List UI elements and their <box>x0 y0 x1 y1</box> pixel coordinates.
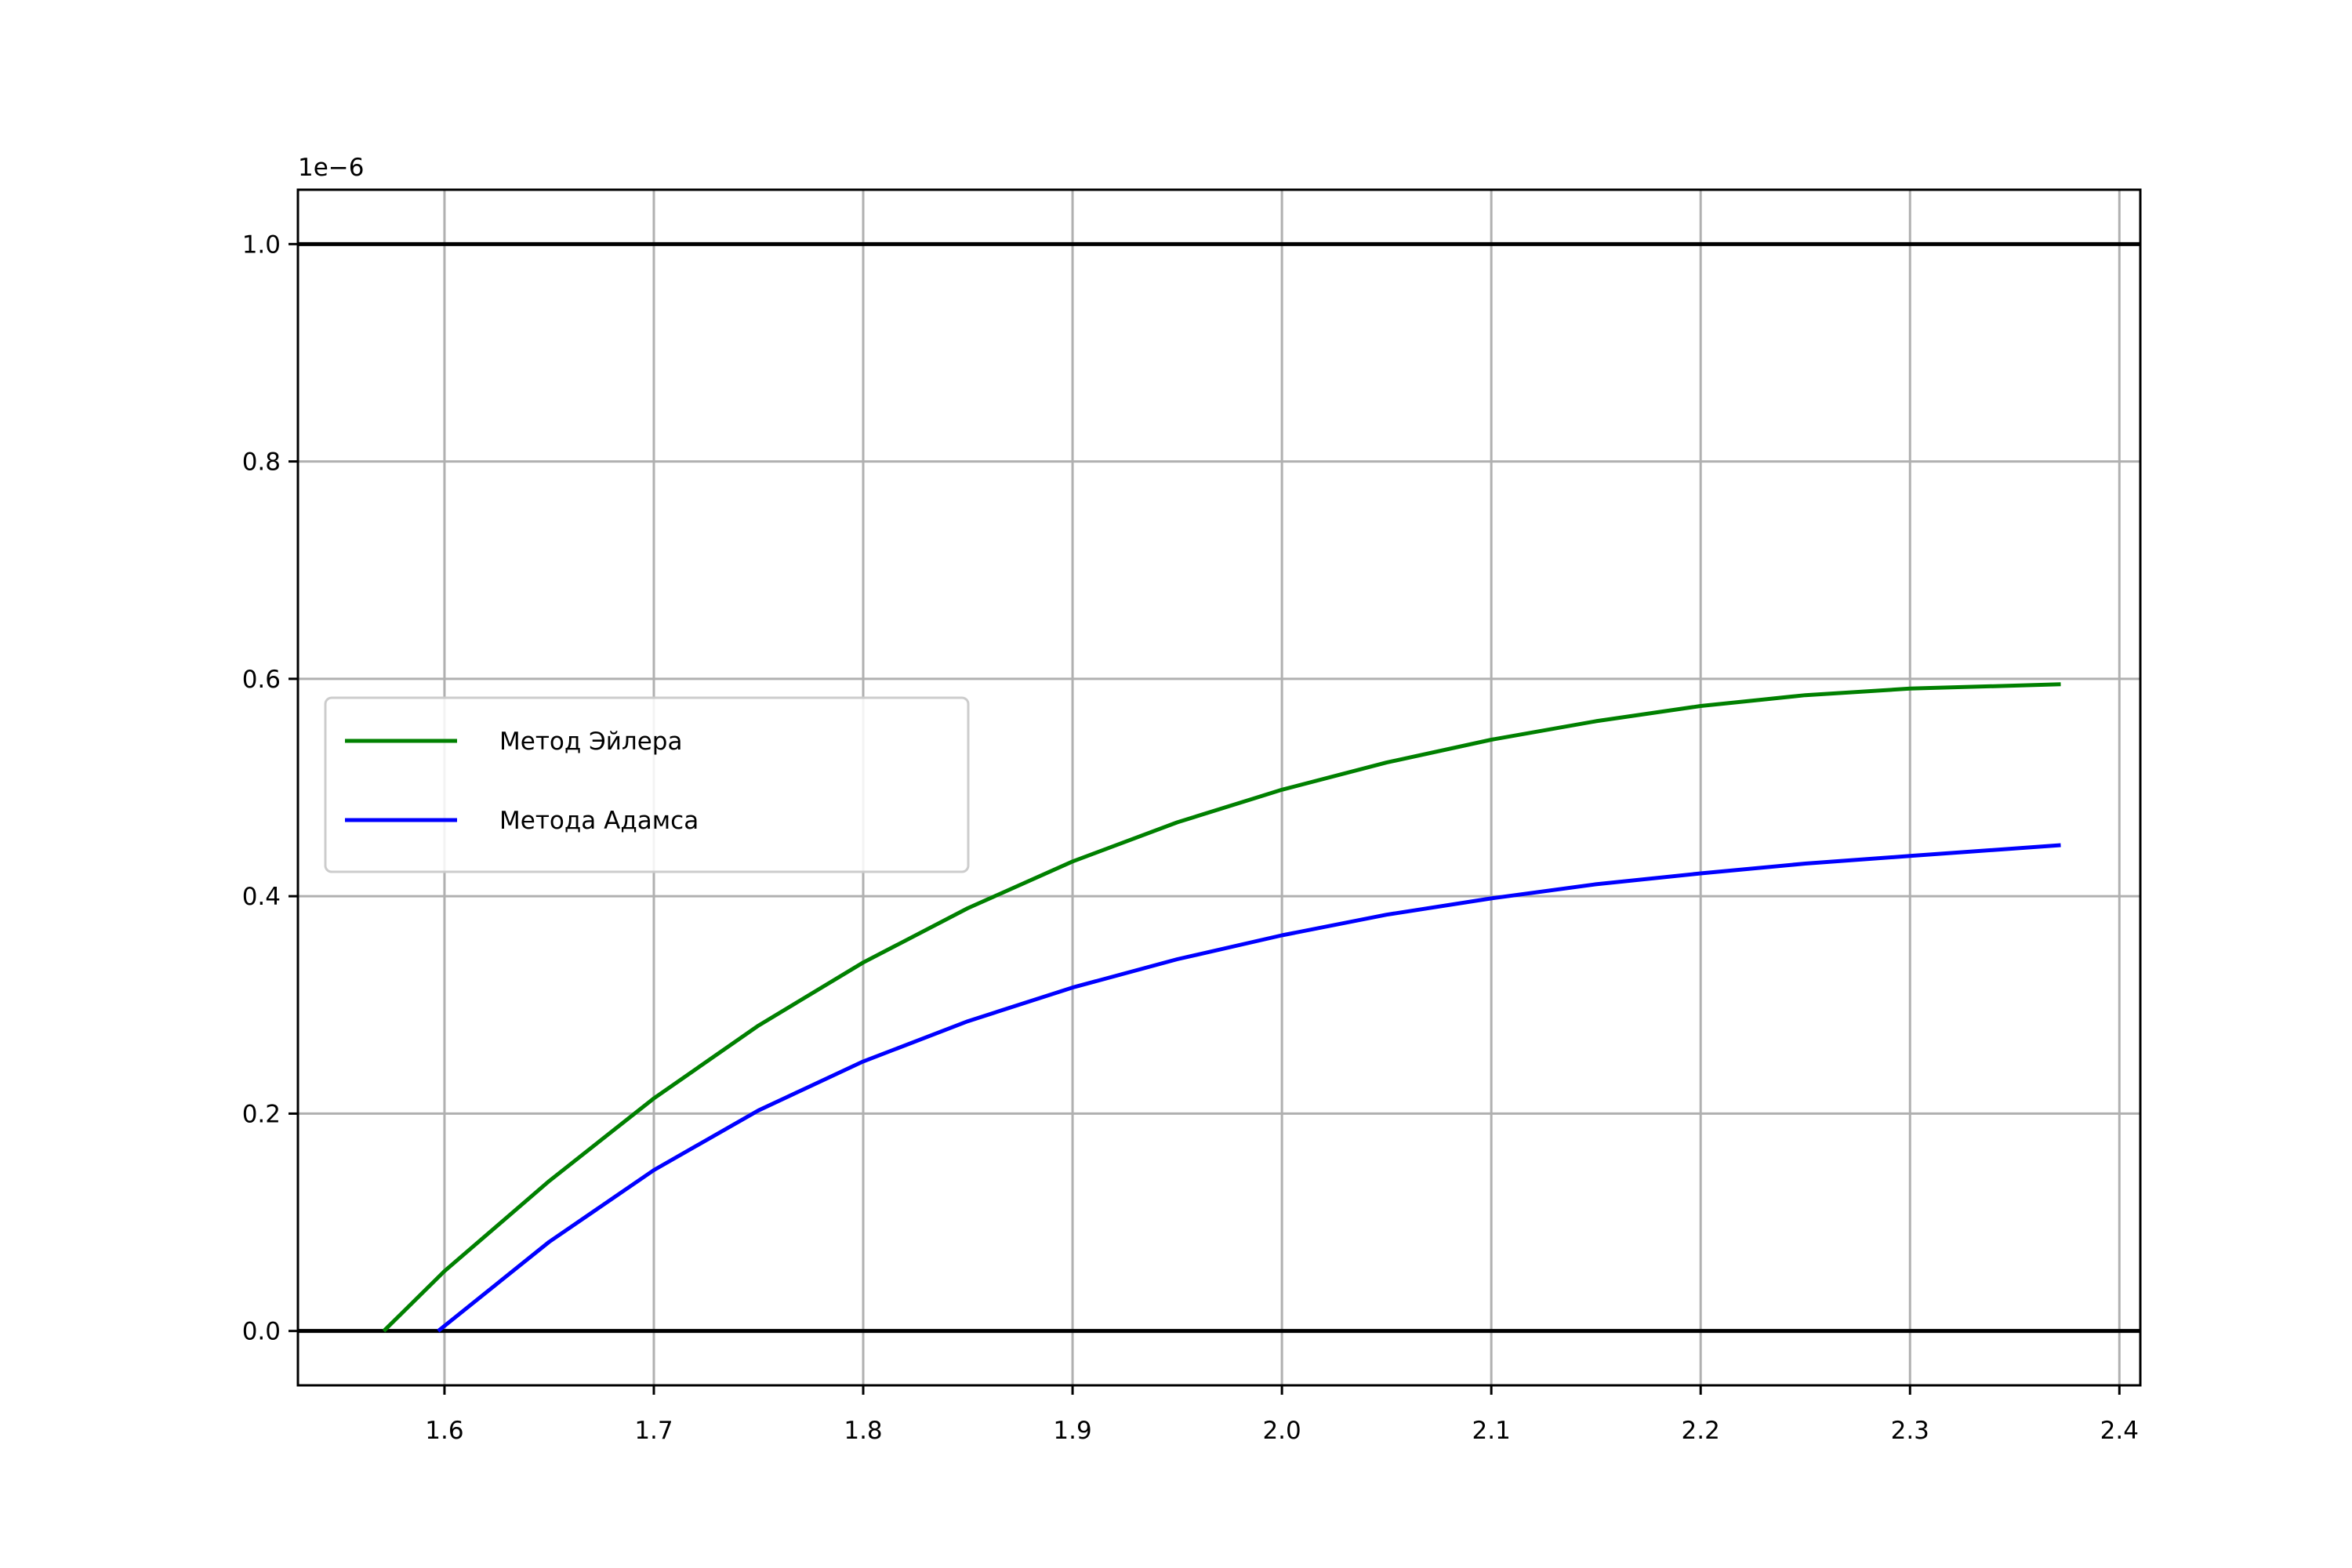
x-axis: 1.6 1.7 1.8 1.9 2.0 2.1 2.2 2.3 2.4 <box>425 1385 2139 1445</box>
y-axis-offset-label: 1e−6 <box>298 154 365 182</box>
legend-label: Метода Адамса <box>499 807 699 835</box>
legend-label: Метод Эйлера <box>499 728 682 756</box>
reference-lines <box>298 241 2140 1334</box>
y-tick-label: 0.0 <box>242 1318 281 1346</box>
x-tick-label: 1.7 <box>634 1417 673 1445</box>
y-tick-label: 0.8 <box>242 448 281 477</box>
y-tick-label: 1.0 <box>242 230 281 259</box>
series-line <box>437 843 2061 1333</box>
series-line <box>382 682 2061 1333</box>
x-tick-label: 2.3 <box>1891 1417 1929 1445</box>
y-tick-label: 0.6 <box>242 666 281 694</box>
legend-box <box>324 696 970 873</box>
x-tick-label: 2.1 <box>1472 1417 1511 1445</box>
x-tick-label: 1.9 <box>1053 1417 1091 1445</box>
x-tick-label: 1.6 <box>425 1417 463 1445</box>
x-tick-label: 2.2 <box>1682 1417 1720 1445</box>
plot-frame <box>296 188 2142 1387</box>
y-axis: 0.0 0.2 0.4 0.6 0.8 1.0 <box>242 230 298 1346</box>
y-tick-label: 0.2 <box>242 1100 281 1128</box>
legend: Метод Эйлера Метода Адамса <box>324 696 970 873</box>
x-tick-label: 1.8 <box>844 1417 882 1445</box>
x-tick-label: 2.4 <box>2100 1417 2139 1445</box>
y-tick-label: 0.4 <box>242 883 281 911</box>
series-layer <box>382 682 2061 1333</box>
x-tick-label: 2.0 <box>1262 1417 1301 1445</box>
